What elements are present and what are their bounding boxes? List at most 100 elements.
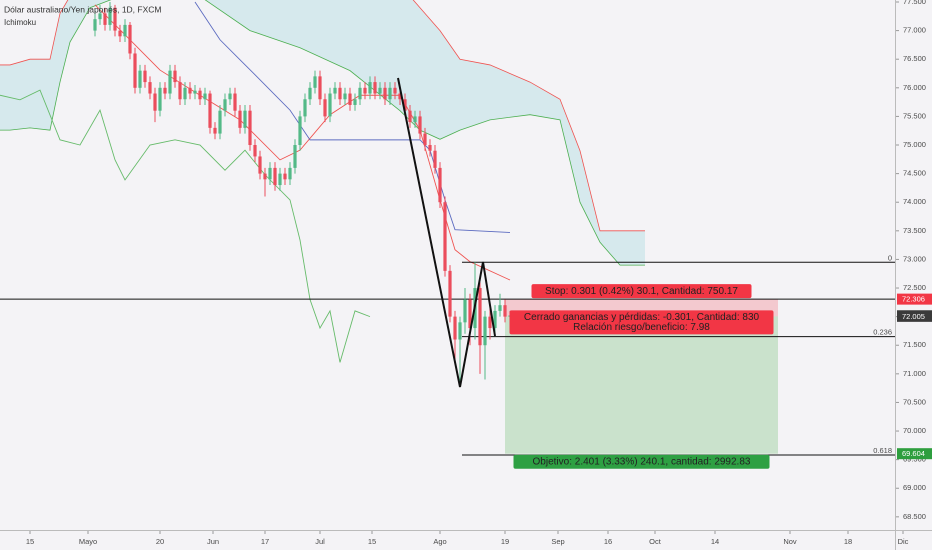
- candle-body: [178, 82, 182, 100]
- y-tick-label: 74.500: [903, 169, 926, 178]
- candle-body: [438, 167, 442, 203]
- candle-body: [453, 316, 457, 340]
- fib-label: 0.618: [873, 446, 892, 455]
- y-tick-label: 71.500: [903, 340, 926, 349]
- candle-body: [248, 110, 252, 146]
- stop-label: Stop: 0.301 (0.42%) 30.1, Cantidad: 750.…: [545, 286, 738, 297]
- price-label-box: [897, 310, 932, 322]
- candle-body: [168, 70, 172, 94]
- y-tick-label: 69.000: [903, 483, 926, 492]
- candle-body: [113, 7, 117, 31]
- candle-body: [103, 13, 107, 25]
- x-tick-label: 15: [26, 537, 34, 546]
- candle-body: [193, 90, 197, 94]
- target-zone: [505, 316, 778, 454]
- cloud-span-b: [0, 0, 645, 232]
- y-tick-label: 75.500: [903, 111, 926, 120]
- zigzag-drawing: [397, 77, 496, 388]
- chart-title: Dólar australiano/Yen japonés, 1D, FXCM: [4, 4, 162, 14]
- candle-body: [283, 173, 287, 180]
- ratio-label: Relación riesgo/beneficio: 7.98: [573, 322, 710, 333]
- plot-area: [0, 0, 895, 456]
- y-tick-label: 74.000: [903, 197, 926, 206]
- x-tick-label: Jul: [315, 537, 325, 546]
- candle-body: [313, 76, 317, 88]
- fib-label: 0.236: [873, 328, 892, 337]
- price-label-box: [897, 448, 932, 460]
- price-label: 69.604: [902, 449, 925, 458]
- y-tick-label: 77.500: [903, 0, 926, 6]
- candle-body: [223, 99, 227, 111]
- candle-body: [328, 93, 332, 117]
- y-tick-label: 68.500: [903, 512, 926, 521]
- candle-body: [368, 82, 372, 94]
- x-tick-label: Dic: [898, 537, 909, 546]
- y-tick-label: 70.000: [903, 426, 926, 435]
- candle-body: [458, 322, 462, 340]
- candle-body: [173, 70, 177, 83]
- x-tick-label: 18: [844, 537, 852, 546]
- y-tick-label: 73.000: [903, 254, 926, 263]
- candle-body: [143, 70, 147, 83]
- y-tick-label: 76.000: [903, 83, 926, 92]
- candle-body: [378, 87, 382, 94]
- candle-body: [118, 30, 122, 37]
- candle-body: [203, 93, 207, 100]
- candle-body: [393, 87, 397, 94]
- candle-body: [463, 299, 467, 323]
- candle-body: [488, 316, 492, 329]
- candle-body: [483, 316, 487, 346]
- candle-body: [278, 173, 282, 186]
- target-label-box: [513, 454, 770, 469]
- candle-body: [138, 70, 142, 88]
- x-tick-label: Sep: [551, 537, 564, 546]
- stop-label-box: [531, 284, 752, 299]
- candle-body: [348, 93, 352, 105]
- candle-body: [108, 7, 112, 25]
- target-label: Objetivo: 2.401 (3.33%) 240.1, cantidad:…: [533, 456, 751, 467]
- x-tick-label: Mayo: [79, 537, 97, 546]
- candle-body: [188, 87, 192, 94]
- candle-body: [318, 76, 322, 100]
- y-tick-label: 76.500: [903, 54, 926, 63]
- fib-label: 0: [888, 253, 892, 262]
- candle-body: [303, 99, 307, 117]
- candle-body: [238, 110, 242, 128]
- x-tick-label: 16: [604, 537, 612, 546]
- candle-body: [228, 93, 232, 100]
- candle-body: [373, 82, 377, 94]
- candle-body: [498, 305, 502, 311]
- candle-body: [363, 87, 367, 94]
- candle-body: [98, 13, 102, 20]
- candle-body: [448, 270, 452, 317]
- x-tick-label: 17: [261, 537, 269, 546]
- candle-body: [293, 145, 297, 168]
- candle-body: [218, 110, 222, 134]
- candle-body: [93, 19, 97, 31]
- price-label: 72.306: [902, 295, 925, 304]
- pnl-label: Cerrado ganancias y pérdidas: -0.301, Ca…: [524, 312, 760, 323]
- candle-body: [403, 99, 407, 111]
- cloud-span-a: [0, 0, 645, 266]
- x-tick-label: 19: [501, 537, 509, 546]
- indicator-name: Ichimoku: [4, 18, 36, 27]
- x-tick-label: Ago: [433, 537, 446, 546]
- y-tick-label: 73.500: [903, 226, 926, 235]
- candle-body: [478, 288, 482, 346]
- candle-body: [383, 87, 387, 100]
- candle-body: [263, 173, 267, 180]
- indicator-line: [0, 89, 371, 363]
- price-label-box: [897, 293, 932, 305]
- candle-body: [273, 167, 277, 186]
- candle-body: [183, 87, 187, 100]
- candle-body: [198, 90, 202, 100]
- candle-body: [398, 93, 402, 100]
- candle-body: [423, 133, 427, 146]
- cloud-fill: [0, 0, 645, 266]
- x-tick-label: 14: [711, 537, 719, 546]
- y-tick-label: 75.000: [903, 140, 926, 149]
- candle-body: [493, 310, 497, 329]
- candle-body: [253, 145, 257, 157]
